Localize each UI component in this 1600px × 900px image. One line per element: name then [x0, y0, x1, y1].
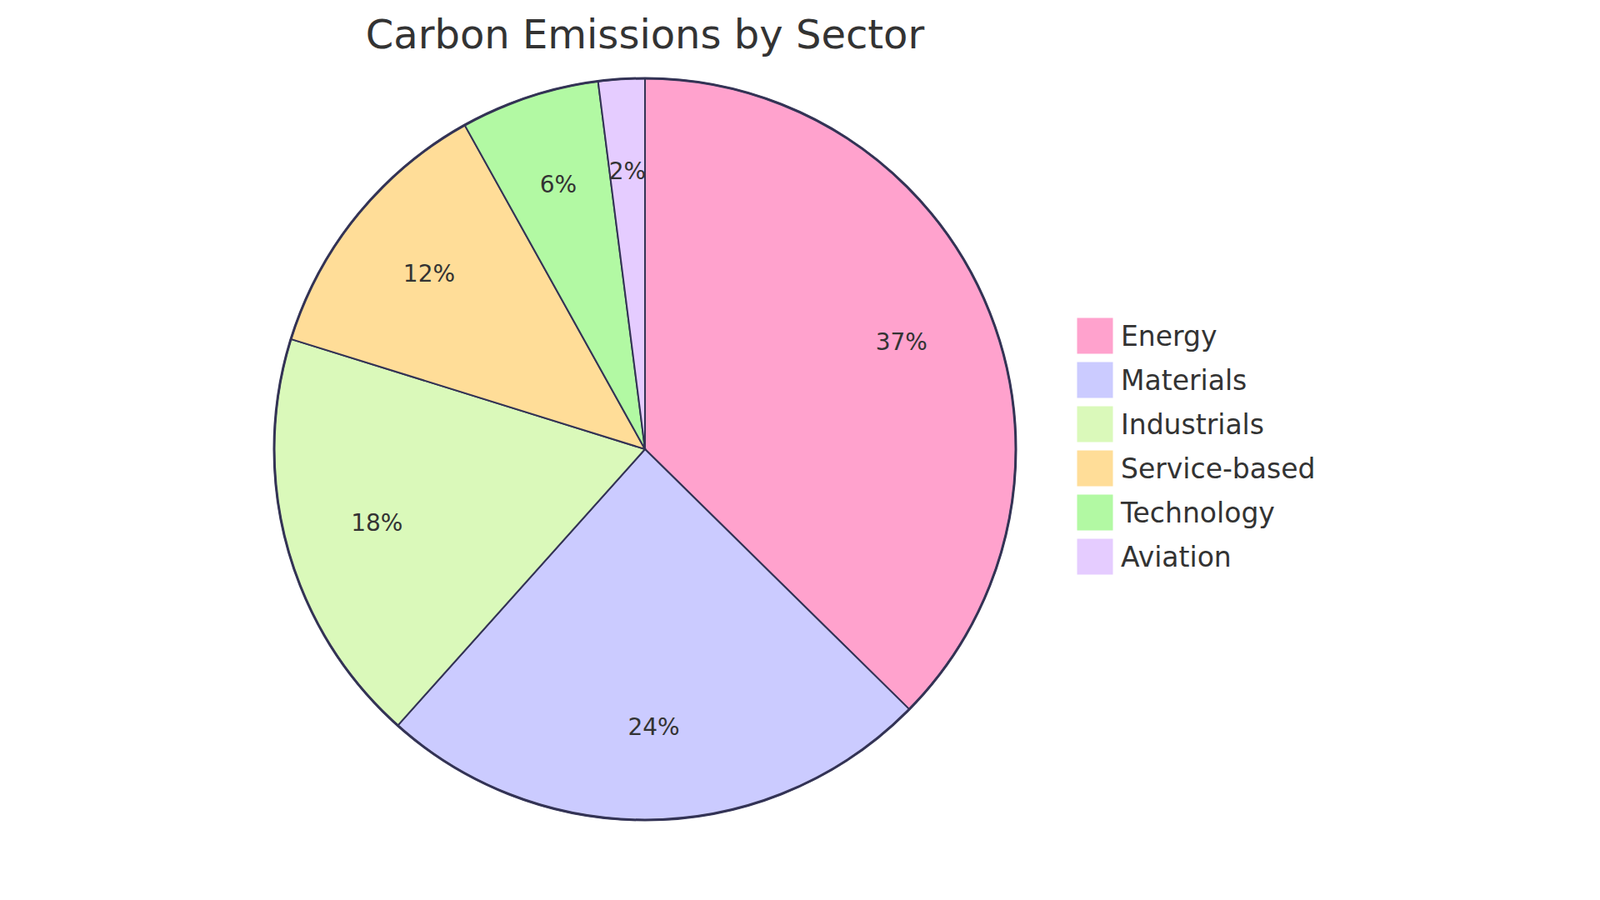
legend-swatch — [1076, 494, 1114, 531]
chart: Carbon Emissions by Sector 37% 24% 18% 12% 6%… — [0, 0, 1600, 900]
data-label: 18% — [350, 509, 403, 537]
legend-label: Aviation — [1120, 540, 1232, 574]
legend-label: Energy — [1120, 320, 1218, 353]
legend-item: Technology — [1076, 494, 1275, 531]
legend-label: Materials — [1120, 364, 1247, 397]
legend-swatch — [1076, 361, 1114, 399]
slice — [598, 78, 645, 450]
legend-label: Technology — [1120, 496, 1275, 530]
legend-item: Service-based — [1076, 450, 1315, 487]
pie: 37% 24% 18% 12% 6% 2% — [274, 78, 1016, 820]
legend-swatch — [1076, 317, 1114, 355]
legend-label: Service-based — [1120, 452, 1315, 485]
legend: Energy Materials Industrials Service-based T… — [1076, 317, 1315, 575]
data-label: 6% — [540, 170, 577, 199]
legend-swatch — [1076, 450, 1114, 487]
legend-item: Energy — [1076, 317, 1218, 355]
legend-swatch — [1076, 405, 1114, 443]
legend-item: Aviation — [1076, 538, 1232, 575]
data-label: 12% — [403, 260, 455, 288]
legend-item: Materials — [1076, 361, 1247, 399]
data-label: 37% — [875, 328, 928, 356]
data-label: 2% — [609, 157, 646, 185]
title: Carbon Emissions by Sector — [365, 10, 925, 58]
legend-swatch — [1076, 538, 1114, 575]
pie-outline — [274, 78, 1016, 820]
legend-label: Industrials — [1120, 408, 1265, 441]
data-label: 24% — [627, 713, 680, 741]
legend-item: Industrials — [1076, 405, 1265, 443]
